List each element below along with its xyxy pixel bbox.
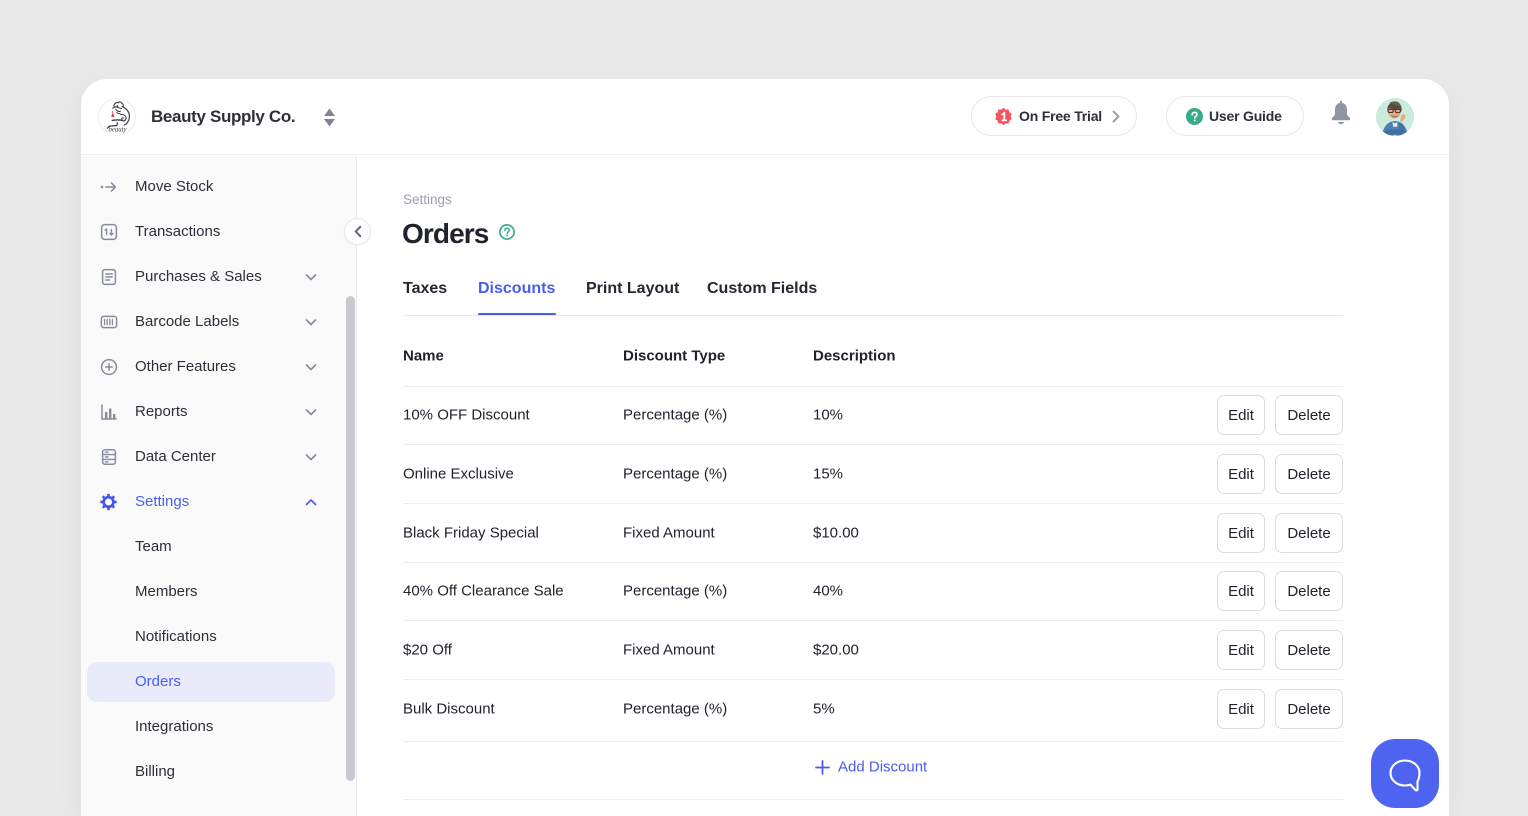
svg-text:beauty: beauty: [108, 127, 127, 134]
